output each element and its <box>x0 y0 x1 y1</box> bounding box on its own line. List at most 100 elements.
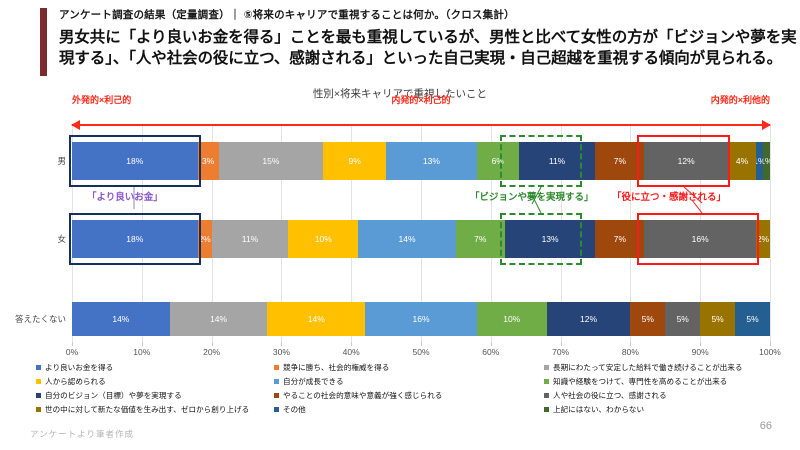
bar-segment: 1% <box>762 142 770 180</box>
x-axis-tick-label: 10% <box>133 347 151 357</box>
x-axis-tick <box>211 342 213 346</box>
callout-leader-lines <box>133 186 703 214</box>
x-axis-tick <box>560 342 562 346</box>
page-title: 男女共に「より良いお金を得る」ことを最も重視しているが、男性と比べて女性の方が「… <box>59 27 800 69</box>
x-axis-tick <box>630 342 632 346</box>
chart-title: 性別×将来キャリアで重視したいこと <box>312 88 488 100</box>
bar-segment: 3% <box>197 142 219 180</box>
x-axis-tick-label: 70% <box>552 347 570 357</box>
legend-swatch-icon <box>544 407 549 412</box>
bar-segment: 10% <box>476 302 547 336</box>
bar-segment: 4% <box>728 142 756 180</box>
legend-item[interactable]: やることの社会的意味や意義が強く感じられる <box>274 390 544 401</box>
legend-swatch-icon <box>36 365 41 370</box>
highlight-gratitude-female <box>637 213 759 265</box>
legend-item[interactable]: より良いお金を得る <box>36 362 274 373</box>
legend-item[interactable]: その他 <box>274 404 544 415</box>
legend-item-label: 競争に勝ち、社会的権威を得る <box>283 363 390 372</box>
legend-swatch-icon <box>36 379 41 384</box>
highlight-vision-male <box>500 135 582 187</box>
legend-item-label: より良いお金を得る <box>45 363 114 372</box>
spectrum-label-center: 内発的×利己的 <box>391 95 451 105</box>
bar-segment: 5% <box>700 302 736 336</box>
page-number: 66 <box>759 420 772 432</box>
x-axis-tick <box>421 342 422 346</box>
x-axis-tick-label: 100% <box>759 347 781 357</box>
x-axis-tick <box>281 342 283 346</box>
headline-line-2: 現する」、「人や社会の役に立つ、感謝される」といった自己実現・自己超越を重視する… <box>59 50 783 67</box>
x-axis-tick <box>141 342 143 346</box>
legend-item[interactable]: 上記にはない、わからない <box>544 404 776 415</box>
legend-item[interactable]: 競争に勝ち、社会的権威を得る <box>274 362 544 373</box>
legend-item[interactable]: 知識や経験をつけて、専門性を高めることが出来る <box>544 376 776 387</box>
bar-segment: 9% <box>323 142 387 180</box>
bar-segment: 1% <box>755 142 763 180</box>
bar-segment: 5% <box>735 302 770 336</box>
legend-swatch-icon <box>544 379 549 384</box>
legend-item-label: 自分が成長できる <box>283 377 344 386</box>
bar-segment: 7% <box>595 220 645 258</box>
bar-category-label: 男 <box>57 156 66 166</box>
bar-segment: 12% <box>546 302 631 336</box>
legend-swatch-icon <box>274 407 279 412</box>
legend-item-label: やることの社会的意味や意義が強く感じられる <box>283 391 443 400</box>
highlight-money-female <box>69 213 201 265</box>
legend-item-label: 世の中に対して新たな価値を生み出す、ゼロから創り上げる <box>45 405 250 414</box>
spectrum-label-right: 内発的×利他的 <box>710 95 770 105</box>
bar-segment: 14% <box>169 302 268 336</box>
gridline <box>770 124 771 342</box>
bar-segment: 18% <box>72 142 198 180</box>
bar-segment: 5% <box>665 302 701 336</box>
x-axis-tick <box>770 342 771 346</box>
legend-item[interactable]: 人から認められる <box>36 376 274 387</box>
bar-segment: 5% <box>630 302 666 336</box>
callout-money: 「より良いお金」 <box>87 192 163 203</box>
legend-swatch-icon <box>544 393 549 398</box>
legend-item[interactable]: 自分のビジョン（目標）や夢を実現する <box>36 390 274 401</box>
x-axis-tick-label: 0% <box>65 347 79 357</box>
x-axis-tick-label: 20% <box>203 347 221 357</box>
source-note: アンケートより筆者作成 <box>30 429 134 439</box>
x-axis-tick <box>72 342 73 346</box>
legend-item[interactable]: 長期にわたって安定した給料で働き続けることが出来る <box>544 362 776 373</box>
legend-swatch-icon <box>36 407 41 412</box>
bar-segment: 2% <box>197 220 212 258</box>
legend-item[interactable]: 世の中に対して新たな価値を生み出す、ゼロから創り上げる <box>36 404 274 415</box>
x-axis-tick-label: 50% <box>412 347 430 357</box>
legend-swatch-icon <box>544 365 549 370</box>
callout-vision: 「ビジョンや夢を実現する」 <box>470 192 594 203</box>
legend-item[interactable]: 人や社会の役に立つ、感謝される <box>544 390 776 401</box>
x-axis-tick-label: 60% <box>482 347 500 357</box>
header-eyebrow: アンケート調査の結果（定量調査）｜ ⑤将来のキャリアで重視することは何か。（クロ… <box>59 9 515 21</box>
x-axis-tick-label: 80% <box>621 347 639 357</box>
bar-segment: 14% <box>358 220 456 258</box>
x-axis-tick <box>351 342 353 346</box>
legend-item-label: 人や社会の役に立つ、感謝される <box>553 391 667 400</box>
legend-item[interactable]: 自分が成長できる <box>274 376 544 387</box>
bar-segment: 11% <box>211 220 289 258</box>
bar-segment: 7% <box>455 220 505 258</box>
highlight-vision-female <box>500 213 582 265</box>
bar-segment: 15% <box>218 142 324 180</box>
bar-segment: 18% <box>72 220 198 258</box>
x-axis-tick-label: 30% <box>272 347 290 357</box>
bar-segment: 13% <box>386 142 477 180</box>
legend-item-label: 知識や経験をつけて、専門性を高めることが出来る <box>553 377 728 386</box>
x-axis-tick <box>490 342 492 346</box>
slide-header: アンケート調査の結果（定量調査）｜ ⑤将来のキャリアで重視することは何か。（クロ… <box>0 8 800 76</box>
legend-item-label: 人から認められる <box>45 377 106 386</box>
bar-segment: 16% <box>644 220 756 258</box>
legend-item-label: 長期にわたって安定した給料で働き続けることが出来る <box>553 363 743 372</box>
legend-swatch-icon <box>274 365 279 370</box>
bar-segment: 2% <box>755 220 770 258</box>
bar-segment: 16% <box>365 302 477 336</box>
legend-item-label: その他 <box>283 405 306 414</box>
chart-x-axis: 0% 10% 20% 30% 40% 50% 60% 70% 80% 90% 100% <box>66 342 781 362</box>
bar-category-label: 女 <box>57 234 66 244</box>
highlight-money-male <box>69 135 201 187</box>
bar-segment: 6% <box>476 142 519 180</box>
bar-category-label: 答えたくない <box>14 314 66 324</box>
headline-line-1: 男女共に「より良いお金を得る」ことを最も重視しているが、男性と比べて女性の方が「… <box>59 29 797 46</box>
legend-swatch-icon <box>274 393 279 398</box>
x-axis-tick <box>700 342 702 346</box>
